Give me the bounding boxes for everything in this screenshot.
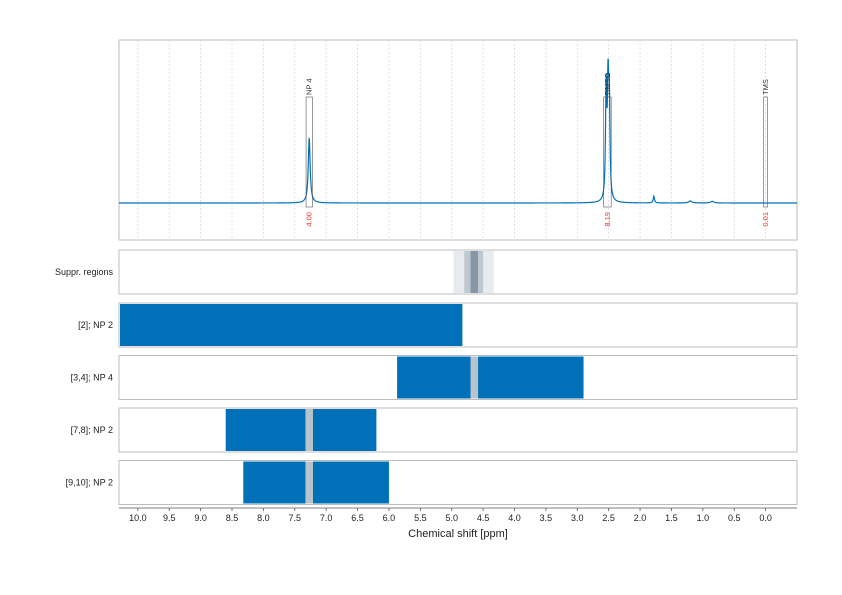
x-tick-label: 5.5 — [414, 513, 427, 523]
x-tick-label: 5.0 — [445, 513, 458, 523]
row-frame — [118, 407, 798, 453]
x-tick-label: 10.0 — [129, 513, 147, 523]
x-axis-title: Chemical shift [ppm] — [408, 528, 508, 540]
row-label: [3,4]; NP 4 — [71, 373, 113, 383]
row-bar — [243, 461, 389, 504]
x-tick-label: 1.0 — [697, 513, 710, 523]
suppression-label: Suppr. regions — [55, 267, 114, 277]
row-frame — [118, 460, 798, 505]
x-tick-label: 2.5 — [602, 513, 615, 523]
assignment-rows-panel: [2]; NP 2 [3,4]; NP 4 [7,8]; NP 2 [9,10]; N… — [66, 302, 798, 505]
row-bar — [397, 356, 584, 399]
row-gap — [305, 409, 313, 451]
suppression-regions-panel: Suppr. regions — [55, 249, 798, 295]
x-tick-label: 7.0 — [320, 513, 333, 523]
suppression-band — [470, 251, 479, 293]
spectrum-frame — [118, 39, 798, 241]
row-label: [9,10]; NP 2 — [66, 478, 113, 488]
x-tick-label: 9.5 — [163, 513, 176, 523]
annotation-integral: 0.01 — [761, 212, 770, 227]
x-axis: 10.0 9.5 9.0 8.5 8.0 7.5 7.0 6.5 6.0 5.5 5.0 4.5 4.0… — [119, 507, 797, 523]
x-tick-label: 9.0 — [194, 513, 207, 523]
x-tick-label: 1.5 — [665, 513, 678, 523]
x-tick-label: 8.5 — [226, 513, 239, 523]
suppression-band — [453, 251, 494, 293]
suppression-frame — [118, 249, 798, 295]
x-tick-label: 3.5 — [540, 513, 553, 523]
row-bar — [120, 304, 463, 346]
suppression-band — [464, 251, 484, 293]
annotation-integral: 8.19 — [603, 212, 612, 227]
row-label: [7,8]; NP 2 — [71, 425, 113, 435]
row-gap — [305, 461, 313, 504]
annotation-box — [763, 96, 768, 208]
annotation-label: NP 4 — [305, 78, 314, 95]
x-tick-label: 6.0 — [383, 513, 396, 523]
x-tick-label: 4.5 — [477, 513, 490, 523]
annotation-label: TMS — [761, 79, 770, 95]
row-gap — [470, 356, 479, 399]
x-tick-label: 0.5 — [728, 513, 741, 523]
row-label: [2]; NP 2 — [78, 320, 113, 330]
row-bar — [225, 409, 377, 451]
annotation-box — [603, 96, 612, 208]
x-tick-label: 6.5 — [351, 513, 364, 523]
x-tick-label: 2.0 — [634, 513, 647, 523]
annotation-box — [305, 96, 313, 208]
x-tick-label: 0.0 — [759, 513, 772, 523]
spectrum-panel: NP 4 4.00 DMSO 8.19 TMS 0.01 — [118, 39, 798, 241]
x-tick-label: 4.0 — [508, 513, 521, 523]
x-tick-label: 8.0 — [257, 513, 270, 523]
x-tick-label: 7.5 — [289, 513, 302, 523]
annotation-integral: 4.00 — [305, 212, 314, 227]
x-tick-label: 3.0 — [571, 513, 584, 523]
spectrum-trace — [119, 58, 797, 204]
annotation-label: DMSO — [603, 72, 612, 95]
